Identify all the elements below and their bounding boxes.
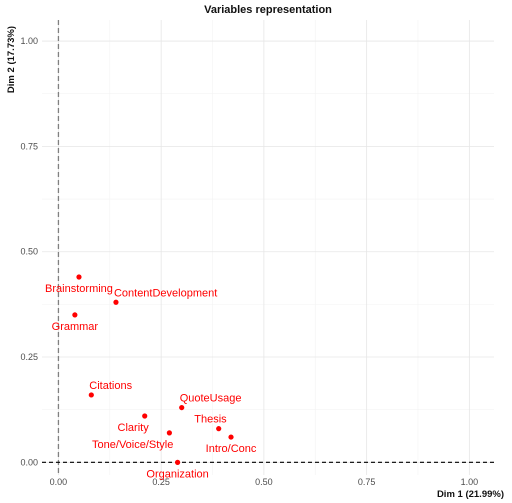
- y-tick-label: 0.00: [20, 457, 38, 467]
- tick-labels: 0.00 0.25 0.50 0.75 1.00 0.00 0.25 0.50 0.75 1.00: [20, 36, 478, 487]
- point-label-tone-voice-style: Tone/Voice/Style: [92, 439, 173, 451]
- x-axis-title: Dim 1 (21.99%): [437, 489, 504, 500]
- point-intro-conc: [228, 434, 234, 440]
- point-labels: Brainstorming ContentDevelopment Grammar Ci…: [45, 283, 257, 480]
- point-label-organization: Organization: [146, 468, 208, 480]
- point-label-citations: Citations: [89, 380, 132, 392]
- y-tick-label: 1.00: [20, 36, 38, 46]
- point-organization: [175, 459, 181, 465]
- point-label-quoteusage: QuoteUsage: [180, 393, 242, 405]
- point-brainstorming: [76, 274, 82, 280]
- point-quoteusage: [179, 404, 185, 411]
- point-clarity: [142, 413, 148, 419]
- point-label-clarity: Clarity: [118, 422, 150, 434]
- point-label-intro-conc: Intro/Conc: [206, 443, 257, 455]
- y-tick-label: 0.75: [20, 141, 38, 151]
- x-tick-label: 0.50: [255, 477, 273, 487]
- point-label-grammar: Grammar: [52, 321, 99, 333]
- point-grammar: [72, 312, 78, 318]
- point-citations: [88, 392, 94, 398]
- grid: [42, 20, 494, 475]
- x-tick-label: 0.25: [152, 477, 170, 487]
- reference-lines: [42, 20, 494, 475]
- y-tick-label: 0.50: [20, 247, 38, 257]
- point-tone-voice-style: [166, 430, 172, 436]
- chart-title: Variables representation: [204, 4, 332, 16]
- point-label-contentdevelopment: ContentDevelopment: [114, 287, 217, 299]
- point-label-brainstorming: Brainstorming: [45, 283, 113, 295]
- x-tick-label: 0.00: [50, 477, 68, 487]
- data-points: [72, 274, 234, 465]
- y-axis-title: Dim 2 (17.73%): [6, 26, 17, 93]
- y-tick-label: 0.25: [20, 352, 38, 362]
- point-contentdevelopment: [113, 299, 119, 305]
- x-tick-label: 1.00: [461, 477, 479, 487]
- point-label-thesis: Thesis: [194, 414, 227, 426]
- point-thesis: [216, 426, 222, 432]
- x-tick-label: 0.75: [358, 477, 376, 487]
